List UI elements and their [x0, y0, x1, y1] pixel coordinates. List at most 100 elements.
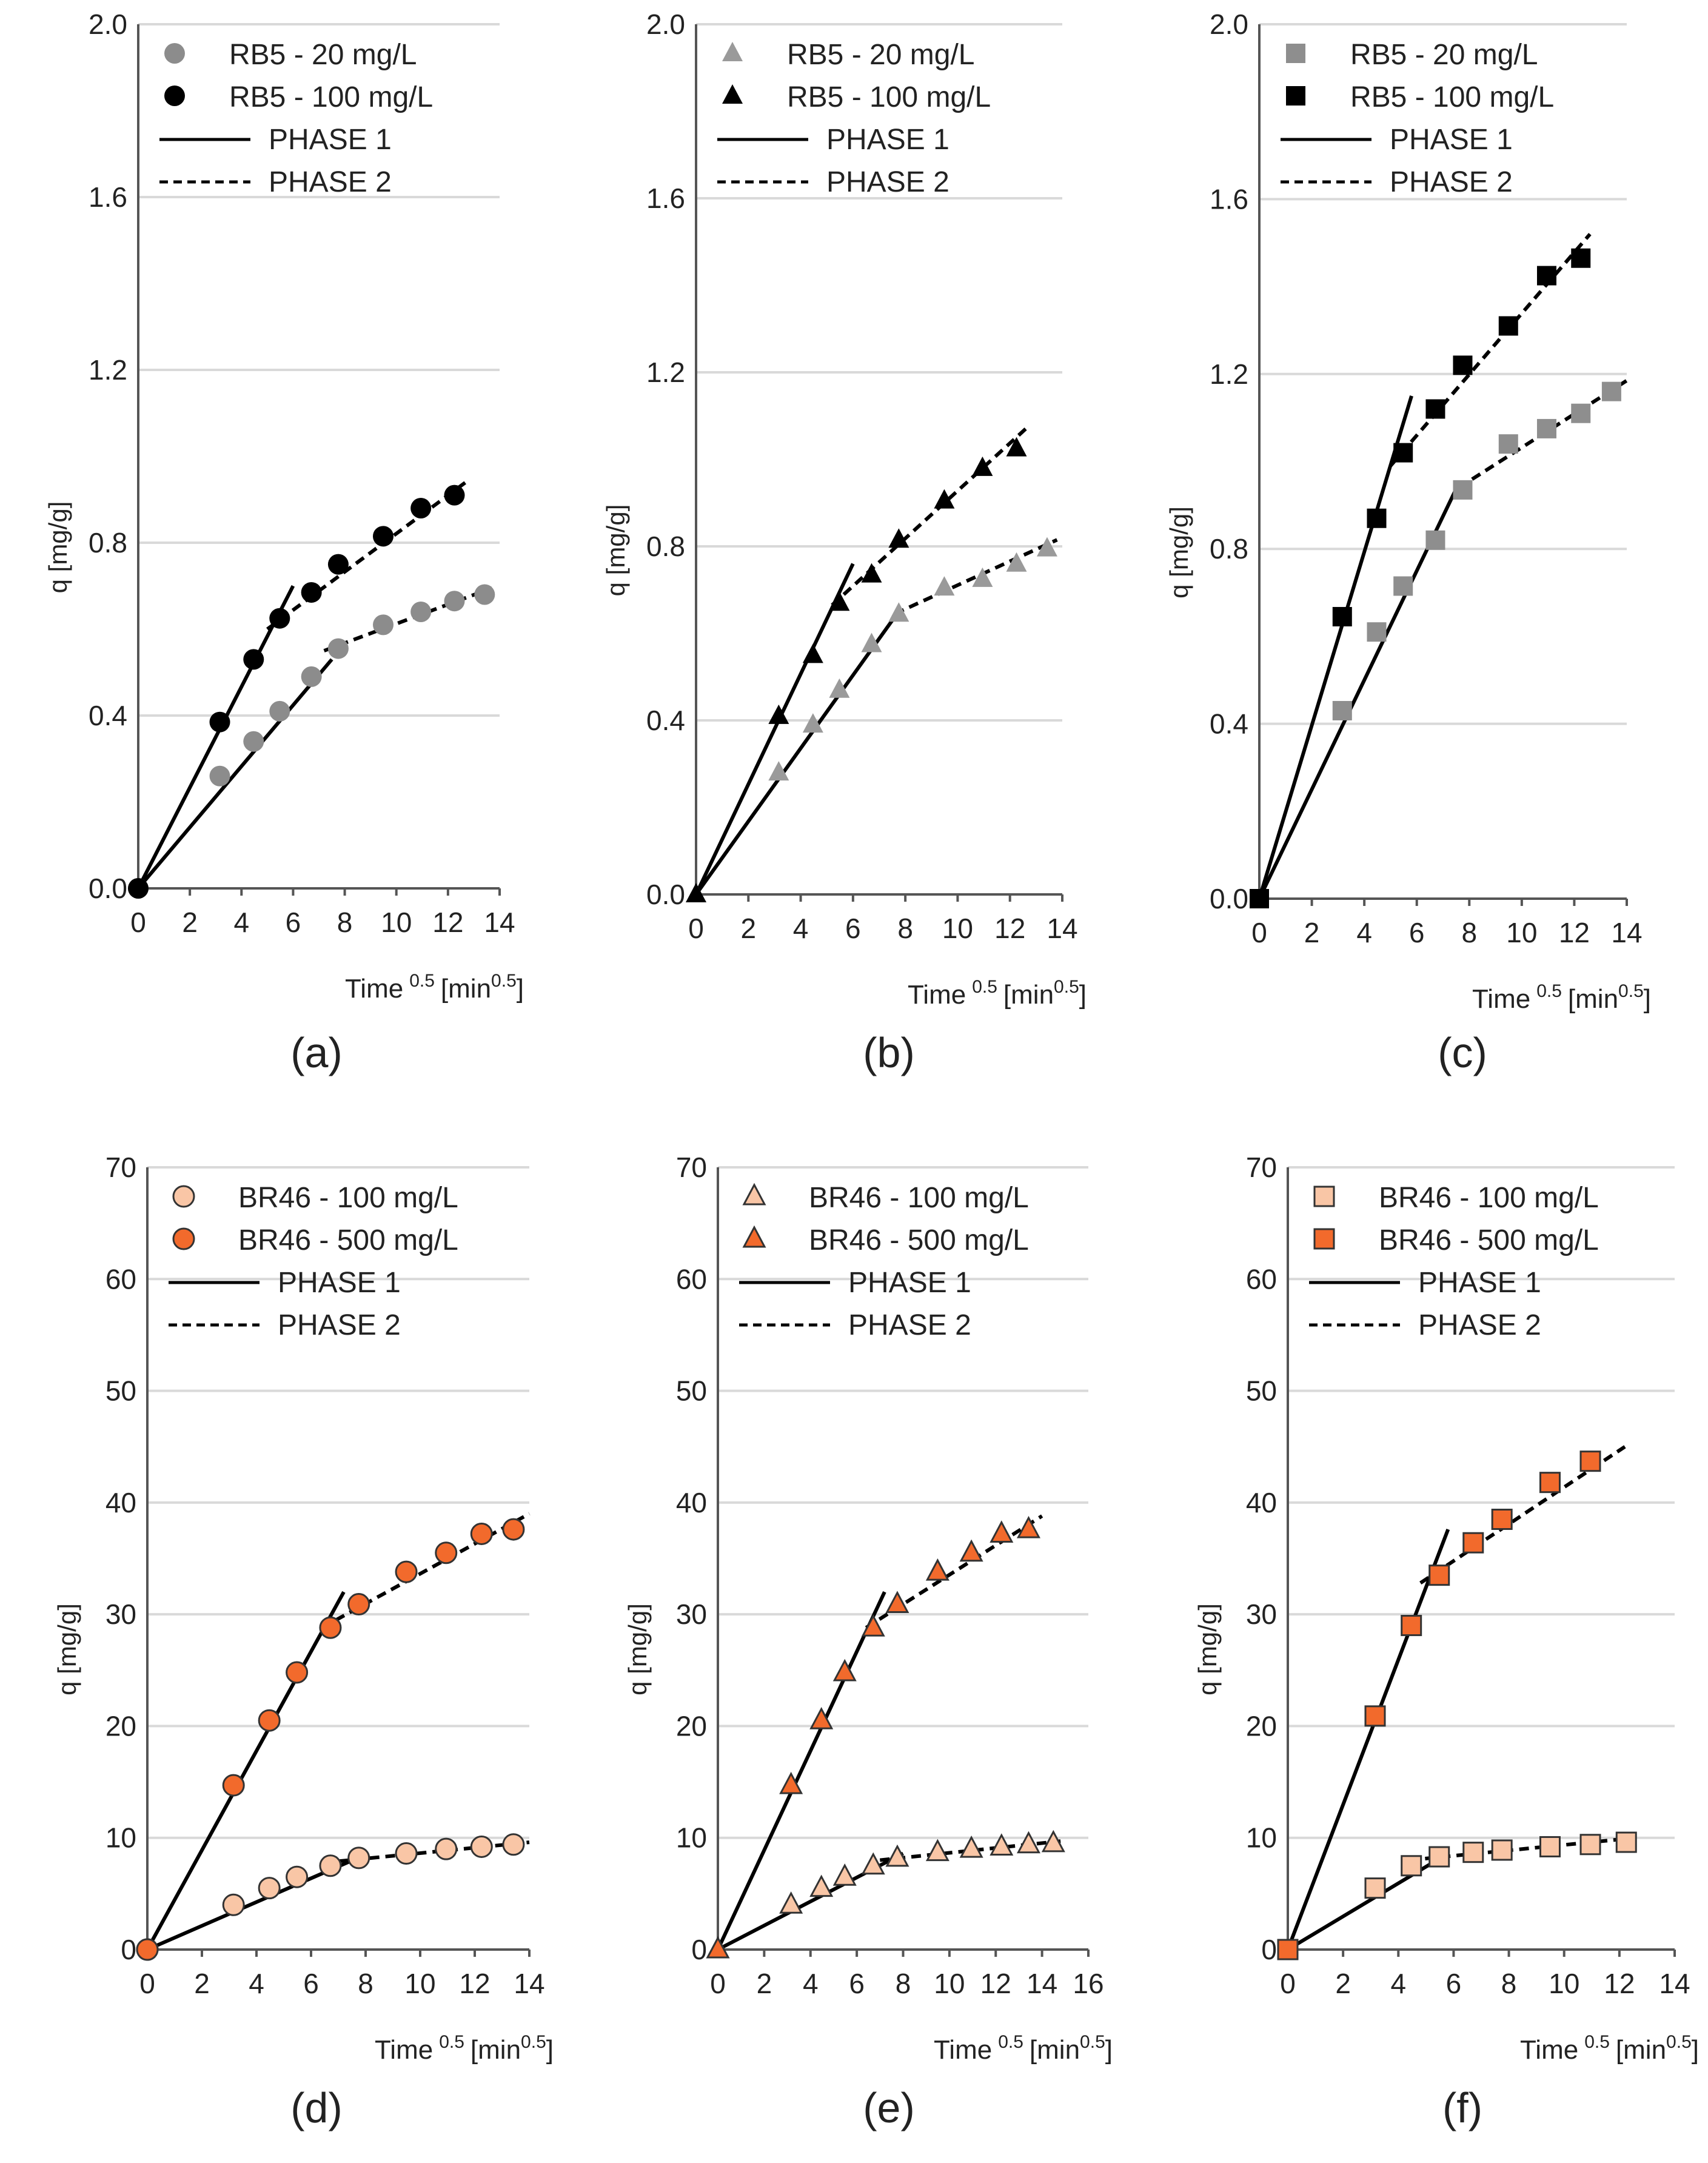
- x-tick-label: 10: [1506, 917, 1537, 948]
- legend-label: PHASE 2: [848, 1309, 971, 1341]
- y-tick-label: 60: [105, 1263, 136, 1295]
- data-point: [802, 643, 823, 663]
- x-tick-label: 8: [358, 1968, 373, 1999]
- y-tick-label: 1.2: [1210, 358, 1248, 390]
- data-point: [1332, 606, 1352, 626]
- x-axis-label-part: [min: [1030, 2035, 1080, 2065]
- data-point: [832, 1658, 857, 1682]
- x-axis-label: Time 0.5 [min0.5]: [908, 977, 1087, 1010]
- y-tick-label: 10: [676, 1822, 707, 1854]
- data-point: [128, 878, 149, 899]
- x-tick-label: 12: [1604, 1968, 1635, 1999]
- y-tick-label: 0.8: [646, 531, 685, 562]
- data-point: [1428, 1846, 1450, 1868]
- data-point: [1615, 1831, 1637, 1853]
- data-point: [243, 649, 264, 670]
- data-point: [395, 1842, 418, 1865]
- data-point: [829, 591, 850, 611]
- legend-label: PHASE 1: [1418, 1267, 1541, 1299]
- x-axis-label-part: ]: [517, 974, 524, 1004]
- data-point: [1367, 508, 1387, 528]
- y-axis-label: q [mg/g]: [623, 1603, 652, 1695]
- x-axis-label: Time 0.5 [min0.5]: [1472, 981, 1651, 1014]
- x-tick-label: 2: [740, 913, 756, 944]
- legend-label: PHASE 1: [269, 124, 392, 156]
- data-point: [474, 584, 495, 605]
- x-tick-label: 6: [286, 907, 301, 938]
- x-axis-label-part: ]: [1079, 980, 1087, 1010]
- data-point: [395, 1560, 418, 1583]
- data-point: [470, 1835, 493, 1858]
- x-tick-label: 10: [404, 1968, 435, 1999]
- legend-label: RB5 - 20 mg/L: [787, 39, 974, 71]
- phase2-fit-line: [894, 538, 1058, 615]
- data-point: [768, 704, 789, 724]
- legend-label: BR46 - 500 mg/L: [238, 1224, 458, 1256]
- data-point: [888, 602, 909, 622]
- y-tick-label: 0: [1261, 1934, 1277, 1965]
- data-point: [1462, 1532, 1484, 1554]
- legend-label: BR46 - 100 mg/L: [1379, 1182, 1599, 1214]
- data-point: [1277, 1939, 1299, 1960]
- data-point: [1536, 266, 1556, 286]
- legend-label: BR46 - 500 mg/L: [1379, 1224, 1599, 1256]
- data-point: [1425, 399, 1445, 419]
- data-point: [347, 1593, 370, 1616]
- y-tick-label: 0.0: [89, 873, 127, 904]
- data-point: [286, 1661, 309, 1684]
- x-tick-label: 2: [182, 907, 198, 938]
- x-tick-label: 2: [1335, 1968, 1351, 1999]
- x-tick-label: 4: [249, 1968, 264, 1999]
- data-point: [959, 1539, 983, 1562]
- data-point: [1536, 418, 1556, 438]
- x-tick-label: 6: [849, 1968, 865, 1999]
- x-tick-label: 12: [994, 913, 1025, 944]
- legend-label: PHASE 2: [269, 166, 392, 198]
- legend-marker: [742, 1182, 766, 1206]
- legend-label: BR46 - 500 mg/L: [809, 1224, 1029, 1256]
- data-point: [222, 1893, 245, 1916]
- data-point: [1016, 1831, 1040, 1854]
- y-tick-label: 1.6: [89, 181, 127, 213]
- y-tick-label: 0.0: [1210, 883, 1248, 914]
- legend-marker: [172, 1227, 195, 1250]
- legend-label: BR46 - 100 mg/L: [238, 1182, 458, 1214]
- data-point: [1571, 248, 1591, 268]
- x-tick-label: 10: [381, 907, 412, 938]
- data-point: [1364, 1877, 1386, 1899]
- data-point: [1016, 1515, 1040, 1538]
- data-point: [243, 731, 264, 752]
- data-point: [1571, 403, 1591, 423]
- data-point: [136, 1938, 159, 1961]
- x-axis-label-part: [min: [1003, 980, 1054, 1010]
- series-1: [136, 1518, 525, 1961]
- x-tick-label: 14: [484, 907, 515, 938]
- y-axis-label: q [mg/g]: [53, 1603, 81, 1695]
- y-tick-label: 1.6: [1210, 183, 1248, 215]
- x-axis-label: Time 0.5 [min0.5]: [934, 2032, 1113, 2065]
- phase1-fit-line: [136, 658, 333, 890]
- phase1-fit-line: [1287, 1851, 1449, 1951]
- x-axis-label-part: [min: [471, 2035, 521, 2065]
- data-point: [410, 498, 432, 518]
- x-axis-label-part: ]: [1644, 984, 1651, 1014]
- data-point: [802, 713, 823, 733]
- x-tick-label: 6: [303, 1968, 319, 1999]
- y-tick-label: 0.4: [646, 705, 685, 736]
- x-axis-label-part: 0.5: [1536, 981, 1562, 1001]
- data-point: [1428, 1564, 1450, 1586]
- phase2-fit-line: [323, 586, 493, 652]
- data-point: [1250, 889, 1269, 908]
- data-point: [925, 1839, 949, 1862]
- data-point: [990, 1833, 1014, 1856]
- legend-marker: [1313, 1228, 1335, 1250]
- x-tick-label: 12: [1559, 917, 1590, 948]
- x-tick-label: 8: [896, 1968, 911, 1999]
- data-point: [832, 1863, 857, 1886]
- y-tick-label: 50: [105, 1375, 136, 1407]
- y-tick-label: 10: [1246, 1822, 1277, 1854]
- data-point: [1393, 576, 1413, 596]
- x-axis-label-part: 0.5: [521, 2032, 546, 2052]
- legend-marker: [1313, 1185, 1335, 1207]
